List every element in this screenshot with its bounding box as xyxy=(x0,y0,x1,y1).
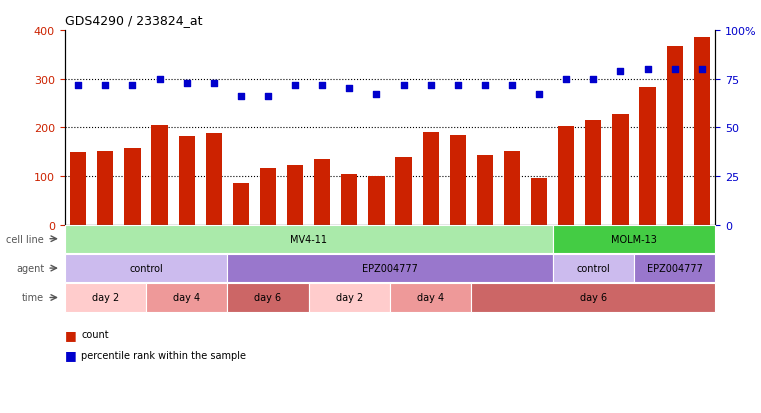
Point xyxy=(343,86,355,93)
Bar xyxy=(476,156,493,225)
Text: ■: ■ xyxy=(65,349,76,362)
Bar xyxy=(97,151,113,225)
Text: day 4: day 4 xyxy=(173,293,200,303)
Point xyxy=(479,82,491,89)
Point xyxy=(99,82,111,89)
Point xyxy=(316,82,328,89)
Text: agent: agent xyxy=(16,263,44,273)
Bar xyxy=(151,126,167,225)
Text: MOLM-13: MOLM-13 xyxy=(611,234,657,244)
Text: time: time xyxy=(22,293,44,303)
Point xyxy=(72,82,84,89)
Point xyxy=(642,66,654,73)
Bar xyxy=(396,157,412,225)
Point xyxy=(452,82,464,89)
Bar xyxy=(667,47,683,225)
Text: day 6: day 6 xyxy=(580,293,607,303)
Bar xyxy=(341,174,358,225)
Point xyxy=(371,92,383,98)
Text: day 2: day 2 xyxy=(92,293,119,303)
Point xyxy=(696,66,708,73)
Text: ■: ■ xyxy=(65,328,76,341)
Bar xyxy=(260,169,276,225)
Point xyxy=(506,82,518,89)
Bar xyxy=(694,38,710,225)
Bar xyxy=(422,133,439,225)
Text: count: count xyxy=(81,330,109,339)
Bar xyxy=(558,126,575,225)
Bar xyxy=(531,179,547,225)
Point xyxy=(154,76,166,83)
Text: day 4: day 4 xyxy=(417,293,444,303)
Point xyxy=(587,76,600,83)
Text: cell line: cell line xyxy=(6,234,44,244)
Text: control: control xyxy=(577,263,610,273)
Text: MV4-11: MV4-11 xyxy=(290,234,327,244)
Text: day 2: day 2 xyxy=(336,293,363,303)
Text: EPZ004777: EPZ004777 xyxy=(362,263,418,273)
Point xyxy=(289,82,301,89)
Text: EPZ004777: EPZ004777 xyxy=(647,263,702,273)
Bar xyxy=(639,88,656,225)
Bar xyxy=(205,134,222,225)
Bar xyxy=(585,121,601,225)
Point xyxy=(126,82,139,89)
Bar xyxy=(613,114,629,225)
Bar xyxy=(368,177,384,225)
Text: GDS4290 / 233824_at: GDS4290 / 233824_at xyxy=(65,14,202,27)
Point xyxy=(614,69,626,75)
Point xyxy=(560,76,572,83)
Bar xyxy=(504,151,521,225)
Bar xyxy=(233,184,249,225)
Point xyxy=(235,94,247,100)
Text: control: control xyxy=(129,263,163,273)
Bar xyxy=(287,166,303,225)
Point xyxy=(397,82,409,89)
Bar xyxy=(450,135,466,225)
Point xyxy=(180,80,193,87)
Bar xyxy=(314,159,330,225)
Point xyxy=(208,80,220,87)
Point xyxy=(669,66,681,73)
Bar xyxy=(179,137,195,225)
Text: percentile rank within the sample: percentile rank within the sample xyxy=(81,350,247,360)
Bar xyxy=(70,152,86,225)
Point xyxy=(425,82,437,89)
Bar xyxy=(124,148,141,225)
Point xyxy=(533,92,545,98)
Point xyxy=(262,94,274,100)
Text: day 6: day 6 xyxy=(254,293,282,303)
